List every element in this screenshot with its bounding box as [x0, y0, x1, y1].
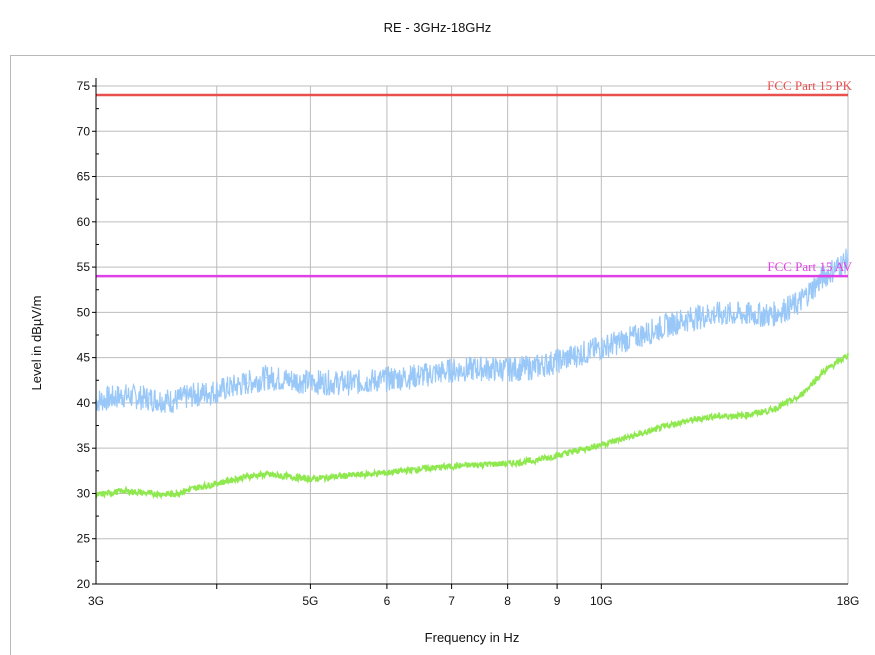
data-point — [532, 460, 534, 462]
data-point — [677, 320, 679, 323]
data-point — [797, 302, 800, 305]
data-point — [479, 463, 482, 466]
data-point — [349, 474, 352, 477]
data-point — [578, 353, 581, 355]
data-point — [640, 334, 643, 336]
y-tick-label: 60 — [77, 215, 91, 229]
data-point — [600, 346, 603, 349]
data-point — [479, 367, 482, 370]
data-point — [246, 475, 248, 478]
y-tick-label: 20 — [77, 577, 91, 591]
data-point — [122, 394, 124, 397]
y-tick-label: 65 — [77, 170, 91, 184]
y-tick-label: 40 — [77, 396, 91, 410]
data-point — [215, 482, 218, 485]
data-point — [710, 415, 713, 418]
data-point — [147, 492, 150, 495]
x-tick-label: 10G — [590, 594, 613, 608]
data-point — [578, 449, 581, 451]
data-point — [797, 396, 800, 399]
y-tick-label: 35 — [77, 441, 91, 455]
data-point — [710, 313, 713, 315]
data-point — [677, 422, 679, 424]
data-point — [246, 382, 248, 384]
data-point — [265, 473, 267, 476]
data-point — [386, 471, 388, 474]
data-point — [556, 360, 558, 363]
x-axis-label: Frequency in Hz — [425, 630, 520, 645]
series-line — [95, 248, 849, 414]
data-point — [506, 462, 509, 465]
x-tick-label: 5G — [302, 594, 318, 608]
data-point — [147, 397, 150, 400]
chart-frame — [10, 55, 875, 655]
data-point — [600, 443, 603, 446]
x-tick-label: 9 — [554, 594, 561, 608]
data-point — [823, 370, 825, 373]
data-point — [419, 374, 422, 377]
x-tick-label: 8 — [504, 594, 511, 608]
data-point — [194, 393, 197, 396]
series-trace-2 — [95, 353, 849, 500]
data-point — [847, 259, 849, 261]
data-point — [309, 478, 312, 480]
x-tick-label: 3G — [88, 594, 104, 608]
y-axis-label: Level in dBµV/m — [29, 296, 44, 391]
series-trace-1 — [95, 248, 849, 414]
data-point — [419, 468, 422, 470]
limit-label-1: FCC Part 15 PK — [767, 78, 852, 93]
data-point — [450, 369, 453, 372]
x-tick-label: 6 — [384, 594, 391, 608]
data-point — [215, 390, 218, 392]
chart-title: RE - 3GHz-18GHz — [383, 20, 492, 35]
y-tick-label: 75 — [77, 79, 91, 93]
data-point — [386, 378, 388, 381]
y-tick-label: 25 — [77, 532, 91, 546]
y-tick-label: 30 — [77, 486, 91, 500]
y-tick-label: 45 — [77, 351, 91, 365]
y-tick-label: 55 — [77, 260, 91, 274]
y-tick-label: 50 — [77, 305, 91, 319]
data-point — [265, 376, 267, 379]
data-point — [640, 432, 643, 435]
data-point — [171, 493, 174, 496]
x-tick-label: 7 — [448, 594, 455, 608]
data-point — [770, 409, 773, 411]
data-point — [556, 454, 558, 457]
data-point — [741, 313, 744, 315]
data-point — [450, 465, 453, 468]
data-point — [349, 382, 352, 384]
data-point — [309, 381, 312, 383]
data-point — [506, 368, 509, 371]
data-point — [122, 489, 124, 492]
data-point — [194, 487, 197, 489]
data-point — [770, 314, 773, 316]
data-point — [532, 366, 534, 369]
y-tick-label: 70 — [77, 124, 91, 138]
data-point — [741, 414, 744, 417]
series-line — [95, 353, 849, 500]
limit-label-2: FCC Part 15 AV — [767, 259, 852, 274]
data-point — [171, 400, 174, 402]
x-tick-label: 18G — [837, 594, 860, 608]
data-point — [847, 354, 849, 356]
